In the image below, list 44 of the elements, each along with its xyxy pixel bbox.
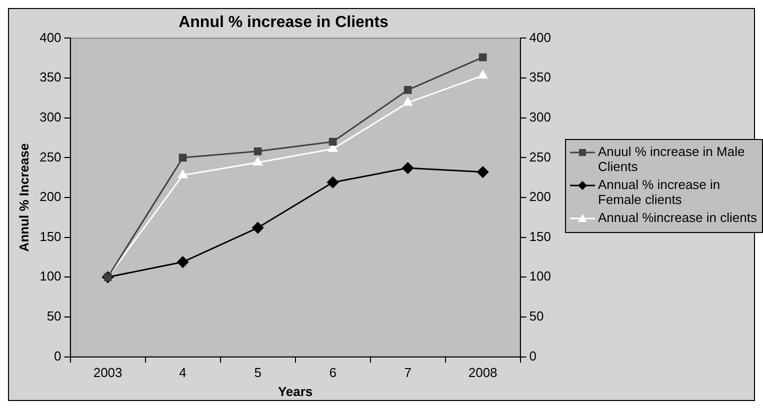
point (328, 138, 337, 146)
point (178, 170, 188, 178)
point (253, 157, 262, 166)
y-tick-label: 50 (46, 308, 62, 324)
y-tick-label: 250 (40, 149, 62, 164)
y2-tick-label: 350 (529, 70, 552, 85)
y-tick-label: 400 (40, 30, 62, 45)
legend-label: Annual %increase in clients (598, 210, 757, 225)
y2-tick-label: 250 (529, 149, 552, 164)
y-tick-label: 100 (40, 268, 62, 284)
x-tick-label: 2003 (93, 365, 122, 380)
point (478, 70, 488, 79)
x-axis-title: Years (278, 384, 313, 399)
point (177, 256, 189, 268)
x-tick-label: 6 (329, 365, 336, 380)
point (178, 154, 187, 162)
x-tick-label: 5 (254, 365, 262, 380)
point (403, 97, 412, 106)
point (404, 86, 412, 94)
y2-tick-label: 50 (529, 308, 544, 324)
y-tick-label: 150 (40, 228, 62, 244)
y-axis-title: Annul % Increase (16, 143, 32, 252)
y2-tick-label: 0 (529, 348, 537, 364)
y2-tick-label: 300 (529, 109, 552, 124)
point (477, 166, 489, 178)
point (254, 147, 262, 156)
y2-tick-label: 200 (529, 189, 552, 204)
y2-tick-label: 100 (529, 268, 552, 284)
y2-tick-label: 150 (529, 228, 552, 244)
x-tick-label: 2008 (468, 365, 498, 380)
y-tick-label: 200 (40, 189, 62, 204)
y-tick-label: 300 (40, 109, 62, 124)
point (252, 222, 264, 234)
point (478, 53, 487, 62)
chart-title: Annul % increase in Clients (178, 14, 389, 32)
x-tick-label: 7 (404, 365, 412, 380)
x-tick-label: 4 (179, 365, 186, 380)
y-tick-label: 350 (40, 70, 62, 85)
legend-label: Anuul % increase in Male Clients (598, 144, 746, 174)
point (327, 176, 339, 188)
y-tick-label: 0 (54, 348, 62, 364)
point (402, 162, 414, 174)
legend-label: Annual % increase in Female clients (598, 177, 722, 207)
y2-tick-label: 400 (529, 30, 552, 45)
